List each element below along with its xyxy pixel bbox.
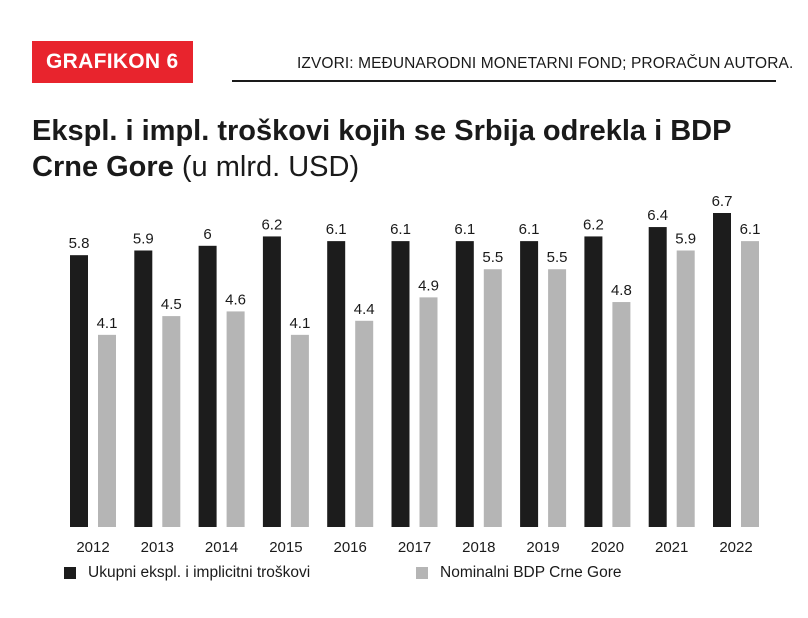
data-label-series-1-2012: 5.8 <box>69 235 90 252</box>
data-label-series-2-2015: 4.1 <box>289 315 310 332</box>
bar-series-1-2022 <box>713 213 731 527</box>
data-label-series-2-2022: 6.1 <box>740 221 761 238</box>
chart-title-unit: (u mlrd. USD) <box>181 151 360 183</box>
data-label-series-1-2013: 5.9 <box>133 230 154 247</box>
legend-swatch-series-1 <box>64 567 76 579</box>
chart-number-badge: GRAFIKON 6 <box>32 41 193 83</box>
bar-series-1-2019 <box>520 241 539 528</box>
data-label-series-1-2015: 6.2 <box>261 216 282 233</box>
x-tick-label-2012: 2012 <box>76 539 109 556</box>
bar-series-2-2014 <box>226 311 245 527</box>
bar-series-1-2021 <box>648 227 667 528</box>
bar-series-1-2015 <box>262 236 281 527</box>
bar-series-2-2015 <box>290 334 309 527</box>
data-label-series-2-2016: 4.4 <box>354 301 375 318</box>
x-tick-label-2013: 2013 <box>141 539 174 556</box>
x-tick-label-2018: 2018 <box>462 539 495 556</box>
x-tick-label-2014: 2014 <box>205 539 238 556</box>
data-label-series-1-2018: 6.1 <box>454 221 475 238</box>
data-label-series-2-2017: 4.9 <box>418 277 439 294</box>
data-label-series-1-2022: 6.7 <box>712 193 733 210</box>
data-label-series-1-2019: 6.1 <box>519 221 540 238</box>
data-label-series-2-2018: 5.5 <box>482 249 503 266</box>
bar-series-1-2014 <box>198 245 217 527</box>
bar-series-1-2016 <box>327 241 346 528</box>
bar-series-1-2017 <box>391 241 410 528</box>
bar-series-2-2021 <box>676 250 695 527</box>
data-label-series-1-2016: 6.1 <box>326 221 347 238</box>
header-divider <box>232 80 776 82</box>
legend-item-series-2: Nominalni BDP Crne Gore <box>416 564 621 582</box>
x-tick-label-2017: 2017 <box>398 539 431 556</box>
x-tick-label-2016: 2016 <box>334 539 367 556</box>
chart-title: Ekspl. i impl. troškovi kojih se Srbija … <box>32 113 792 185</box>
bar-series-2-2018 <box>483 269 502 527</box>
legend-swatch-series-2 <box>416 567 428 579</box>
x-tick-label-2015: 2015 <box>269 539 302 556</box>
data-label-series-2-2021: 5.9 <box>675 230 696 247</box>
data-label-series-1-2014: 6 <box>203 226 211 243</box>
bar-series-1-2018 <box>455 241 474 528</box>
x-tick-label-2019: 2019 <box>526 539 559 556</box>
data-label-series-2-2013: 4.5 <box>161 296 182 313</box>
legend-label-series-2: Nominalni BDP Crne Gore <box>440 564 622 581</box>
data-label-series-2-2012: 4.1 <box>97 315 118 332</box>
bar-series-1-2013 <box>134 250 153 527</box>
legend-label-series-1: Ukupni ekspl. i implicitni troškovi <box>88 564 311 581</box>
data-label-series-1-2020: 6.2 <box>583 216 604 233</box>
bar-series-2-2013 <box>162 316 181 527</box>
bar-series-2-2022 <box>741 241 759 528</box>
data-label-series-2-2020: 4.8 <box>611 282 632 299</box>
x-tick-label-2021: 2021 <box>655 539 688 556</box>
data-label-series-1-2021: 6.4 <box>647 207 668 224</box>
bar-series-2-2020 <box>612 302 631 527</box>
chart-title-main: Ekspl. i impl. troškovi kojih se Srbija … <box>32 115 731 183</box>
bar-series-2-2017 <box>419 297 438 527</box>
source-note: IZVORI: MEĐUNARODNI MONETARNI FOND; PROR… <box>297 55 794 72</box>
x-tick-label-2020: 2020 <box>591 539 624 556</box>
bar-series-1-2020 <box>584 236 603 527</box>
data-label-series-2-2019: 5.5 <box>547 249 568 266</box>
bar-series-1-2012 <box>70 255 88 527</box>
x-tick-label-2022: 2022 <box>719 539 752 556</box>
data-label-series-2-2014: 4.6 <box>225 291 246 308</box>
bar-series-2-2016 <box>355 320 374 527</box>
bar-series-2-2019 <box>548 269 567 527</box>
bar-series-2-2012 <box>98 334 116 527</box>
data-label-series-1-2017: 6.1 <box>390 221 411 238</box>
legend-item-series-1: Ukupni ekspl. i implicitni troškovi <box>64 564 310 582</box>
